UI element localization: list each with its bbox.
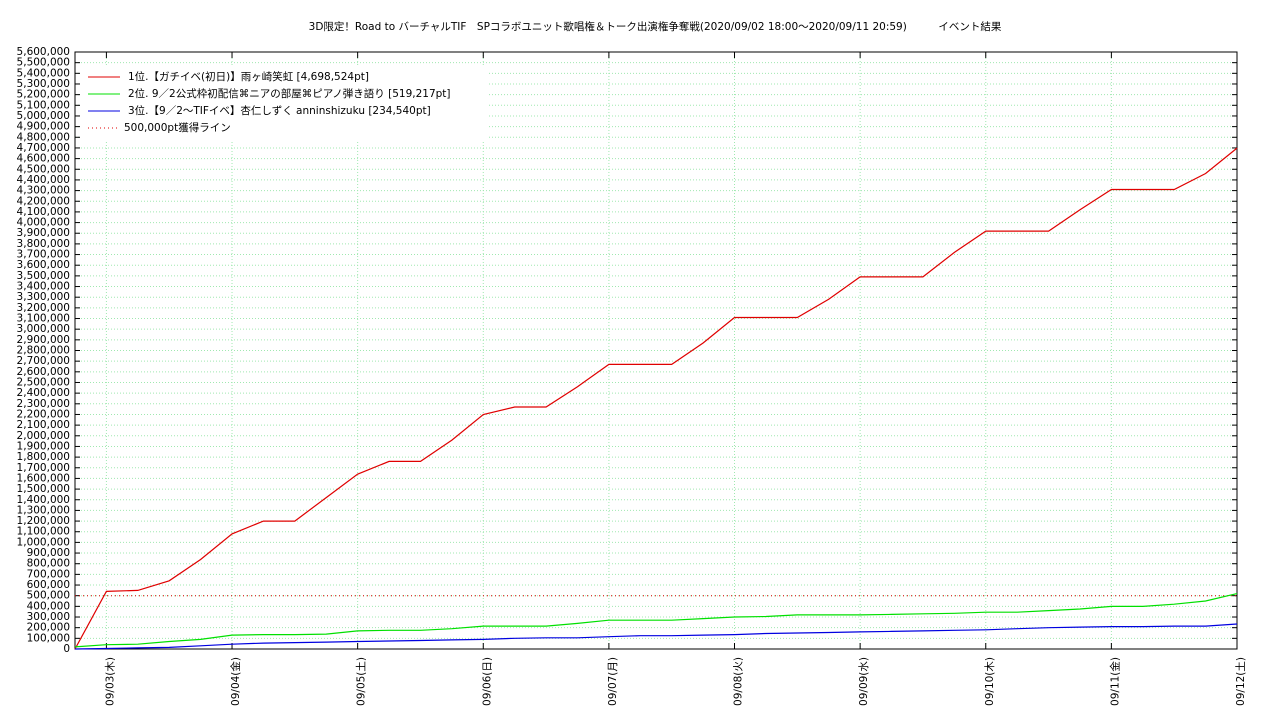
y-tick-label: 3,900,000: [17, 227, 70, 239]
y-tick-label: 3,500,000: [17, 270, 70, 282]
y-tick-label: 2,200,000: [17, 408, 70, 420]
y-tick-label: 1,700,000: [17, 462, 70, 474]
y-tick-label: 100,000: [27, 632, 70, 644]
y-tick-label: 900,000: [27, 547, 70, 559]
y-tick-label: 200,000: [27, 622, 70, 634]
x-tick-label: 09/11(金): [1108, 657, 1121, 706]
y-tick-label: 1,800,000: [17, 451, 70, 463]
y-tick-label: 5,500,000: [17, 57, 70, 69]
y-tick-label: 5,400,000: [17, 67, 70, 79]
y-tick-label: 5,200,000: [17, 89, 70, 101]
y-tick-label: 1,900,000: [17, 440, 70, 452]
y-tick-label: 3,000,000: [17, 323, 70, 335]
y-tick-label: 2,800,000: [17, 345, 70, 357]
y-tick-label: 5,600,000: [17, 46, 70, 58]
y-tick-label: 4,300,000: [17, 185, 70, 197]
y-tick-label: 5,100,000: [17, 99, 70, 111]
y-tick-label: 2,700,000: [17, 355, 70, 367]
y-tick-label: 4,900,000: [17, 121, 70, 133]
y-tick-label: 3,200,000: [17, 302, 70, 314]
y-tick-label: 3,300,000: [17, 291, 70, 303]
y-tick-label: 400,000: [27, 600, 70, 612]
y-tick-label: 500,000: [27, 590, 70, 602]
y-tick-label: 3,600,000: [17, 259, 70, 271]
y-tick-label: 2,300,000: [17, 398, 70, 410]
y-tick-label: 700,000: [27, 568, 70, 580]
y-tick-label: 2,400,000: [17, 387, 70, 399]
x-tick-label: 09/03(木): [104, 657, 116, 706]
series-line: [74, 593, 1238, 648]
y-tick-label: 3,400,000: [17, 281, 70, 293]
y-tick-label: 1,100,000: [17, 526, 70, 538]
legend-label: 2位. 9／2公式枠初配信⌘ニアの部屋⌘ピアノ弾き語り [519,217pt]: [128, 87, 451, 100]
y-tick-label: 2,900,000: [17, 334, 70, 346]
x-tick-label: 09/07(月): [607, 657, 619, 706]
y-tick-label: 4,000,000: [17, 217, 70, 229]
y-tick-label: 300,000: [27, 611, 70, 623]
y-tick-label: 4,500,000: [17, 163, 70, 175]
legend-label: 500,000pt獲得ライン: [124, 121, 231, 134]
series-line: [74, 147, 1238, 650]
y-tick-label: 600,000: [27, 579, 70, 591]
y-tick-label: 4,100,000: [17, 206, 70, 218]
y-tick-label: 1,300,000: [17, 504, 70, 516]
y-tick-label: 3,100,000: [17, 313, 70, 325]
x-tick-label: 09/05(土): [355, 657, 368, 706]
x-tick-label: 09/06(日): [481, 657, 493, 706]
y-tick-label: 4,200,000: [17, 195, 70, 207]
x-tick-label: 09/10(木): [984, 657, 996, 706]
y-tick-label: 2,000,000: [17, 430, 70, 442]
y-tick-label: 1,000,000: [17, 536, 70, 548]
legend-label: 1位.【ガチイベ(初日)】雨ヶ崎笑虹 [4,698,524pt]: [128, 70, 369, 83]
y-tick-label: 2,100,000: [17, 419, 70, 431]
y-tick-label: 4,400,000: [17, 174, 70, 186]
y-tick-label: 800,000: [27, 558, 70, 570]
y-tick-label: 5,000,000: [17, 110, 70, 122]
legend-box: [80, 66, 488, 140]
y-tick-label: 4,800,000: [17, 131, 70, 143]
y-tick-label: 4,700,000: [17, 142, 70, 154]
plot-frame: [74, 51, 1238, 650]
y-tick-label: 1,500,000: [17, 483, 70, 495]
y-tick-label: 4,600,000: [17, 153, 70, 165]
y-tick-label: 5,300,000: [17, 78, 70, 90]
y-tick-label: 2,500,000: [17, 376, 70, 388]
y-tick-label: 3,700,000: [17, 249, 70, 261]
y-tick-label: 1,400,000: [17, 494, 70, 506]
chart-title: 3D限定！Road to バーチャルTIF SPコラボユニット歌唱権＆トーク出演…: [309, 20, 1002, 33]
x-tick-label: 09/08(火): [733, 657, 745, 706]
legend-label: 3位.【9／2〜TIFイベ】杏仁しずく anninshizuku [234,54…: [128, 104, 431, 117]
x-tick-label: 09/04(金): [229, 657, 242, 706]
y-tick-label: 1,600,000: [17, 472, 70, 484]
y-tick-label: 3,800,000: [17, 238, 70, 250]
y-tick-label: 1,200,000: [17, 515, 70, 527]
series-line: [74, 623, 1238, 650]
y-tick-label: 0: [63, 643, 70, 655]
x-tick-label: 09/09(水): [858, 657, 870, 706]
x-tick-label: 09/12(土): [1234, 657, 1247, 706]
y-tick-label: 2,600,000: [17, 366, 70, 378]
